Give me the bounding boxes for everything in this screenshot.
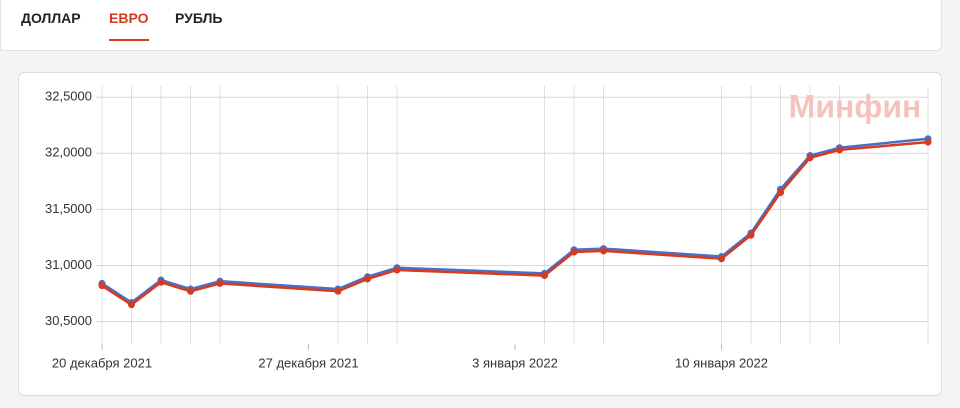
x-tick-label: 27 декабря 2021 [258, 355, 358, 370]
data-point [747, 231, 755, 239]
chart: 30,5000 31,0000 31,5000 32,0000 32,5000 20 де… [45, 86, 932, 370]
data-point [157, 278, 165, 286]
data-point [600, 247, 607, 255]
y-tick-label: 32,5000 [45, 89, 92, 104]
data-point [364, 275, 371, 283]
x-tick-label: 10 января 2022 [675, 355, 768, 370]
x-tick-label: 3 января 2022 [472, 355, 558, 370]
y-tick-label: 32,0000 [45, 145, 92, 160]
data-point [187, 287, 194, 295]
x-tick-label: 20 декабря 2021 [52, 355, 152, 370]
data-point [806, 154, 814, 162]
y-tick-label: 30,5000 [45, 313, 92, 328]
y-tick-label: 31,0000 [45, 257, 92, 272]
watermark: Минфин [789, 88, 922, 124]
tab[interactable]: ЕВРО [109, 10, 149, 41]
tab[interactable]: ДОЛЛАР [21, 10, 81, 26]
data-point [777, 189, 784, 197]
data-point [216, 279, 224, 287]
data-point [836, 146, 843, 154]
data-point [570, 248, 578, 256]
chart-card: 30,5000 31,0000 31,5000 32,0000 32,5000 20 де… [18, 72, 942, 396]
data-point [718, 255, 725, 263]
data-point [541, 272, 548, 280]
data-point [128, 301, 135, 309]
data-point [98, 282, 106, 290]
tab-bar: ДОЛЛАР ЕВРО РУБЛЬ [0, 0, 942, 51]
tab[interactable]: РУБЛЬ [175, 10, 223, 26]
y-tick-label: 31,5000 [45, 201, 92, 216]
data-point [334, 287, 342, 295]
data-point [924, 138, 932, 146]
data-point [393, 266, 401, 274]
